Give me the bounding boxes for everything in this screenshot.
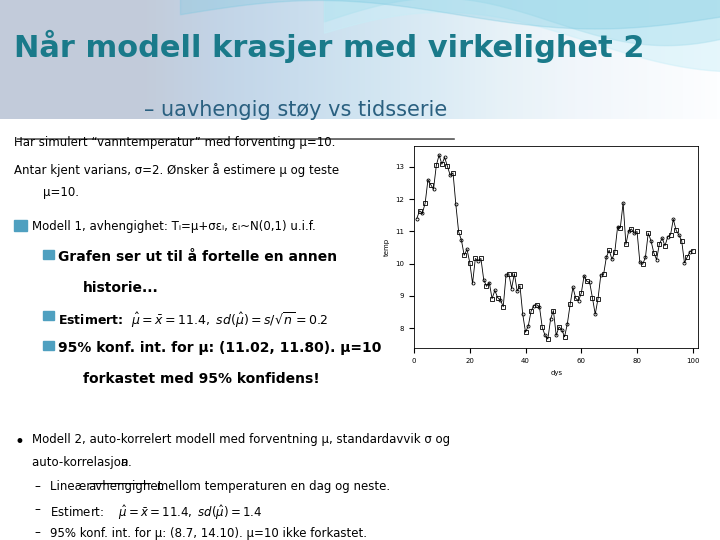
Text: a: a [121,456,128,469]
Text: Estimert:    $\hat{\mu} = \bar{x} = 11.4,\ sd(\hat{\mu}) = 1.4$: Estimert: $\hat{\mu} = \bar{x} = 11.4,\ … [50,503,263,522]
Y-axis label: temp: temp [384,238,390,256]
Text: – uavhengig støy vs tidsserie: – uavhengig støy vs tidsserie [144,100,447,120]
Text: historie...: historie... [83,281,158,294]
Text: Lineær: Lineær [50,480,95,493]
Text: 95% konf. int. for μ: (8.7, 14.10). μ=10 ikke forkastet.: 95% konf. int. for μ: (8.7, 14.10). μ=10… [50,526,367,539]
Text: Modell 1, avhengighet: Tᵢ=μ+σεᵢ, εᵢ~N(0,1) u.i.f.: Modell 1, avhengighet: Tᵢ=μ+σεᵢ, εᵢ~N(0,… [32,220,316,233]
Text: –: – [35,480,40,493]
Text: Når modell krasjer med virkelighet 2: Når modell krasjer med virkelighet 2 [14,30,645,63]
Text: Har simulert “vanntemperatur” med forventing μ=10.: Har simulert “vanntemperatur” med forven… [14,136,336,148]
Text: –: – [35,526,40,539]
Text: •: • [14,433,24,450]
Text: .: . [127,456,131,469]
Text: Grafen ser ut til å fortelle en annen: Grafen ser ut til å fortelle en annen [58,250,337,264]
Text: –: – [35,503,40,516]
Text: avhengighet: avhengighet [89,480,163,493]
Text: μ=10.: μ=10. [43,186,79,199]
Text: Estimert:  $\hat{\mu} = \bar{x} = 11.4,\ sd(\hat{\mu}) = s/\sqrt{n} = 0.2$: Estimert: $\hat{\mu} = \bar{x} = 11.4,\ … [58,311,328,330]
Text: forkastet med 95% konfidens!: forkastet med 95% konfidens! [83,372,320,386]
Bar [43,311,54,320]
Bar [43,341,54,350]
Bar [43,250,54,260]
Text: Modell 2, auto-korrelert modell med forventning μ, standardavvik σ og: Modell 2, auto-korrelert modell med forv… [32,433,451,446]
Text: Antar kjent varians, σ=2. Ønsker å estimere μ og teste: Antar kjent varians, σ=2. Ønsker å estim… [14,163,340,177]
Text: mellom temperaturen en dag og neste.: mellom temperaturen en dag og neste. [153,480,390,493]
Text: auto-korrelasjon: auto-korrelasjon [32,456,132,469]
X-axis label: dys: dys [550,369,562,376]
Text: 95% konf. int. for μ: (11.02, 11.80). μ=10: 95% konf. int. for μ: (11.02, 11.80). μ=… [58,341,381,355]
Bar [14,220,27,231]
